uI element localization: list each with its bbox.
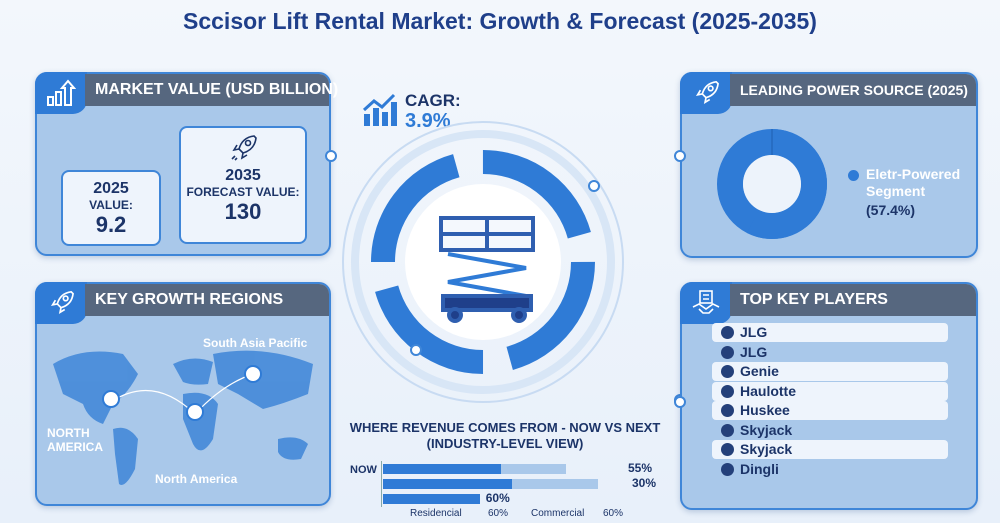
bar-value-label: 30%: [632, 476, 657, 490]
cagr-label: CAGR:: [405, 91, 461, 110]
bar-light: [512, 479, 598, 489]
value-2025-card: 2025 VALUE: 9.2: [61, 170, 161, 246]
bar-dark: [383, 494, 480, 504]
axis-label: Residencial: [410, 508, 462, 519]
top-players-panel: TOP KEY PLAYERS JLG JLG Genie Haulotte Huske…: [674, 282, 978, 510]
key-regions-header: KEY GROWTH REGIONS: [85, 284, 329, 316]
rocket-icon: [35, 282, 87, 324]
player-row: Huskee: [712, 401, 948, 420]
player-name: Genie: [740, 363, 779, 379]
player-row: Skyjack: [712, 440, 948, 459]
connector-dot: [410, 344, 422, 356]
scissor-lift-icon: [439, 216, 535, 323]
power-segment-label: Eletr-Powered Segment: [866, 166, 961, 199]
bar-dark: [383, 479, 512, 489]
player-row: JLG: [712, 323, 948, 342]
power-donut-chart: [717, 129, 827, 239]
axis-label: Commercial: [531, 508, 585, 519]
map-pin-icon: [244, 365, 262, 383]
company-logo-icon: [721, 365, 734, 378]
row-label-now: NOW: [350, 464, 377, 476]
value-2025: 9.2: [95, 212, 127, 237]
player-name: Skyjack: [740, 421, 793, 438]
company-logo-icon: [721, 326, 734, 339]
player-name: Skyjack: [740, 441, 793, 457]
year-2035: 2035: [225, 167, 261, 184]
market-value-header: MARKET VALUE (USD BILLION): [85, 74, 338, 106]
power-source-header: LEADING POWER SOURCE (2025): [730, 74, 976, 106]
company-logo-icon: [721, 345, 734, 359]
player-name: Dingli: [740, 460, 779, 477]
value-2035: 130: [224, 199, 262, 224]
region-label-north-america-upper: NORTH AMERICA: [47, 426, 103, 454]
company-logo-icon: [721, 443, 734, 456]
rocket-icon: [231, 135, 257, 161]
map-pin-icon: [186, 403, 204, 421]
bar-chart-up-icon: [35, 72, 87, 114]
axis-label: 60%: [603, 508, 624, 519]
handshake-icon: [680, 282, 732, 324]
value-label: VALUE:: [89, 198, 133, 212]
market-value-panel: MARKET VALUE (USD BILLION) 2025 VALUE: 9…: [35, 72, 338, 256]
company-logo-icon: [721, 384, 734, 398]
growth-chart-icon: [362, 93, 397, 126]
cagr-value: 3.9%: [405, 110, 451, 132]
player-row: JLG: [712, 343, 948, 362]
power-source-panel: LEADING POWER SOURCE (2025) Eletr-Powere…: [674, 72, 978, 258]
player-row: Genie: [712, 362, 948, 381]
player-name: JLG: [740, 343, 768, 360]
bar-value-label: 55%: [628, 461, 653, 475]
player-row: Skyjack: [712, 421, 948, 440]
region-label-south-asia-pacific: South Asia Pacific: [203, 336, 308, 350]
key-regions-panel: KEY GROWTH REGIONS South Asia Pacific NO…: [35, 282, 331, 506]
rocket-icon: [680, 72, 732, 114]
connector-dot: [674, 150, 686, 162]
chart-axis: [381, 461, 382, 507]
year-2025: 2025: [93, 180, 129, 197]
axis-label: 60%: [488, 508, 509, 519]
player-name: JLG: [740, 324, 768, 340]
company-logo-icon: [721, 462, 734, 476]
company-logo-icon: [721, 404, 734, 417]
connector-dot: [588, 180, 600, 192]
power-share: (57.4%): [866, 202, 916, 218]
forecast-label: FORECAST VALUE:: [186, 185, 300, 199]
player-row: Dingli: [712, 460, 948, 479]
connector-dot: [674, 396, 686, 408]
player-row: Haulotte: [712, 381, 948, 401]
revenue-chart-title: WHERE REVENUE COMES FROM - NOW VS NEXT (…: [349, 420, 661, 451]
bar-value-label: 60%: [485, 491, 510, 505]
page-title: Sccisor Lift Rental Market: Growth & For…: [183, 8, 817, 34]
center-ring: [342, 121, 624, 403]
region-label-north-america: North America: [155, 472, 238, 486]
connector-dot: [325, 150, 337, 162]
forecast-2035-card: 2035 FORECAST VALUE: 130: [179, 126, 307, 244]
top-players-header: TOP KEY PLAYERS: [730, 284, 976, 316]
legend-dot: [848, 170, 859, 181]
player-name: Haulotte: [740, 382, 796, 399]
player-name: Huskee: [740, 402, 790, 418]
world-map: [53, 350, 313, 485]
map-pin-icon: [102, 390, 120, 408]
company-logo-icon: [721, 423, 734, 437]
bar-light: [501, 464, 566, 474]
bar-dark: [383, 464, 502, 474]
